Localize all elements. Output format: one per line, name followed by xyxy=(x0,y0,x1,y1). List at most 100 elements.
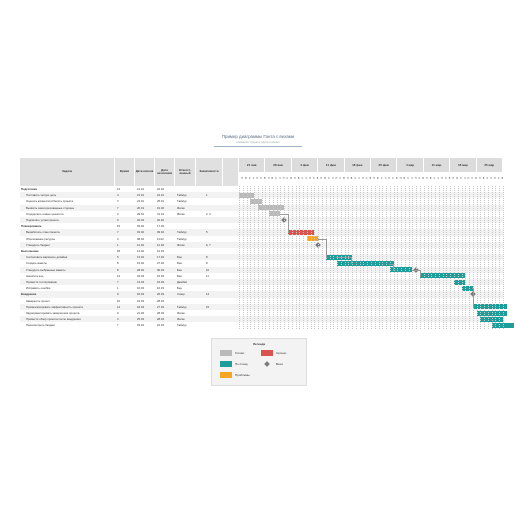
table-row[interactable]: Планирование 15 03.02 17.02 xyxy=(20,223,503,229)
gantt-bar[interactable] xyxy=(325,254,353,260)
week-header: 11 мар xyxy=(423,158,451,172)
grid-line xyxy=(284,186,286,329)
grid-line xyxy=(408,186,410,329)
table-row[interactable]: Исправить ошибки 1 16.03 16.03 Бен xyxy=(20,285,503,291)
day-letter: П xyxy=(309,178,311,180)
day-letter: П xyxy=(361,178,364,180)
day-letter: П xyxy=(493,178,496,180)
day-letter: С xyxy=(392,178,394,180)
duration-cell: 8 xyxy=(117,267,119,272)
grid-line xyxy=(261,186,263,329)
task-cell: Написать код xyxy=(26,273,44,278)
dependency-link xyxy=(280,213,290,234)
assignee-cell: Таймур xyxy=(177,236,187,241)
dependencies-cell: 8 xyxy=(206,261,208,266)
grid-line xyxy=(276,186,278,329)
day-letter: Ч xyxy=(279,178,281,180)
day-letter: П xyxy=(399,178,402,180)
table-row[interactable]: Оценить жизнеспособность проекта 3 24.01 25… xyxy=(20,198,503,204)
header-assignee[interactable]: Ответст-венный xyxy=(175,158,196,186)
grid-line xyxy=(382,186,384,329)
gantt-bar[interactable] xyxy=(461,285,473,291)
day-letter: П xyxy=(426,178,428,180)
legend-label-in-progress: По плану xyxy=(235,362,248,366)
day-letter: П xyxy=(478,178,481,180)
grid-line xyxy=(288,186,290,329)
grid-line xyxy=(291,186,293,329)
table-row[interactable]: Подготовка 12 21.01 02.02 xyxy=(20,186,503,192)
task-cell: Выработать план проекта xyxy=(26,230,60,235)
legend-label-late: Срочно xyxy=(276,351,287,355)
gantt-bar[interactable] xyxy=(453,279,466,285)
duration-cell: 4 xyxy=(117,236,119,241)
header-spacer xyxy=(223,158,239,186)
legend-label-milestone: Веха xyxy=(276,362,283,366)
day-letter: П xyxy=(388,178,391,180)
grid-line xyxy=(378,186,380,329)
table-row[interactable]: Написать код 14 04.03 16.03 Бен 11 xyxy=(20,273,503,279)
week-header: 28 янв xyxy=(265,158,292,172)
day-letter: С xyxy=(471,178,474,180)
gantt-bar[interactable] xyxy=(288,229,315,235)
gantt-bar[interactable] xyxy=(306,236,319,242)
table-row[interactable]: Утвердить бюджет 1 12.02 12.02 Фатах 6, 7 xyxy=(20,241,503,248)
day-letter: П xyxy=(452,178,455,180)
duration-cell: 7 xyxy=(117,205,119,210)
assignee-cell: Бен xyxy=(177,286,182,291)
header-end[interactable]: Дата окончания xyxy=(155,158,175,186)
grid-line xyxy=(318,186,320,329)
end-date-cell: 06.03 xyxy=(157,267,164,272)
end-date-cell: 24.03 xyxy=(157,323,164,328)
grid-line xyxy=(397,186,399,329)
grid-line xyxy=(465,186,467,329)
day-letter: В xyxy=(316,178,319,180)
start-date-cell: 21.01 xyxy=(137,187,144,191)
table-row[interactable]: Создать макеты 8 15.02 27.02 Бен 8 xyxy=(20,260,503,266)
dependencies-cell: 2, 3 xyxy=(206,211,211,216)
dependency-link xyxy=(336,257,353,265)
header-task[interactable]: Задача xyxy=(20,158,115,186)
grid-line xyxy=(404,186,406,329)
table-row[interactable]: Внедрение 9 18.03 26.03 Хизер 14 xyxy=(20,291,503,298)
grid-line xyxy=(257,186,259,329)
header-deps[interactable]: Зависимости xyxy=(196,158,223,186)
day-letter: С xyxy=(301,178,304,180)
week-header: 18 мар xyxy=(450,158,477,172)
gantt-bar[interactable] xyxy=(491,322,515,328)
day-letter: С xyxy=(328,178,330,180)
table-row[interactable]: Обоснование ресурсы 4 08.02 11.02 Таймур xyxy=(20,236,503,242)
table-row[interactable]: Выявить заинтересованные стороны 7 26.01 01… xyxy=(20,204,503,211)
duration-cell: 14 xyxy=(117,304,121,309)
table-row[interactable]: Согласовать варианты дизайна 5 13.02 17.02 Б… xyxy=(20,254,503,261)
header-duration[interactable]: Время xyxy=(115,158,135,186)
day-letter: С xyxy=(339,178,342,180)
end-date-cell: 12.03 xyxy=(157,249,164,253)
grid-line xyxy=(450,186,452,329)
day-letter: С xyxy=(497,178,500,180)
table-row[interactable]: Завершить проект 10 19.03 28.03 xyxy=(20,298,503,304)
table-row[interactable]: Выполнение 18 13.02 12.03 xyxy=(20,248,503,254)
table-row[interactable]: Подписать устав проекта 0 02.02 02.02 xyxy=(20,217,503,224)
gantt-bar[interactable] xyxy=(420,273,466,279)
day-letter: В xyxy=(475,178,477,180)
table-row[interactable]: Определить новые ценности 3 29.01 31.01 Фата… xyxy=(20,211,503,217)
table-row[interactable]: Проанализировать эффективность проекта 14… xyxy=(20,303,507,310)
day-letter: С xyxy=(354,178,357,180)
end-date-cell: 28.03 xyxy=(157,317,164,322)
gantt-bar[interactable] xyxy=(269,211,281,217)
gantt-bar[interactable] xyxy=(337,260,394,266)
day-letter: С xyxy=(248,178,251,180)
duration-cell: 0 xyxy=(117,218,119,222)
gantt-bar[interactable] xyxy=(472,304,507,310)
day-letter: С xyxy=(418,178,421,180)
day-letter: В xyxy=(422,178,424,180)
table-row[interactable]: Выработать план проекта 7 03.02 09.02 Таймур… xyxy=(20,229,503,236)
assignee-cell: Фатах xyxy=(177,211,185,216)
grid-line xyxy=(250,186,252,329)
gantt-bar[interactable] xyxy=(257,205,285,211)
header-start[interactable]: Дата начала xyxy=(135,158,155,186)
table-row[interactable]: Пересмотреть бюджет 7 03.04 24.03 Таймур xyxy=(20,322,515,328)
table-row[interactable]: Провести тестирование 7 13.03 15.03 Джеймс xyxy=(20,279,503,286)
day-letter: В xyxy=(403,178,406,180)
gantt-bar[interactable] xyxy=(250,198,262,204)
